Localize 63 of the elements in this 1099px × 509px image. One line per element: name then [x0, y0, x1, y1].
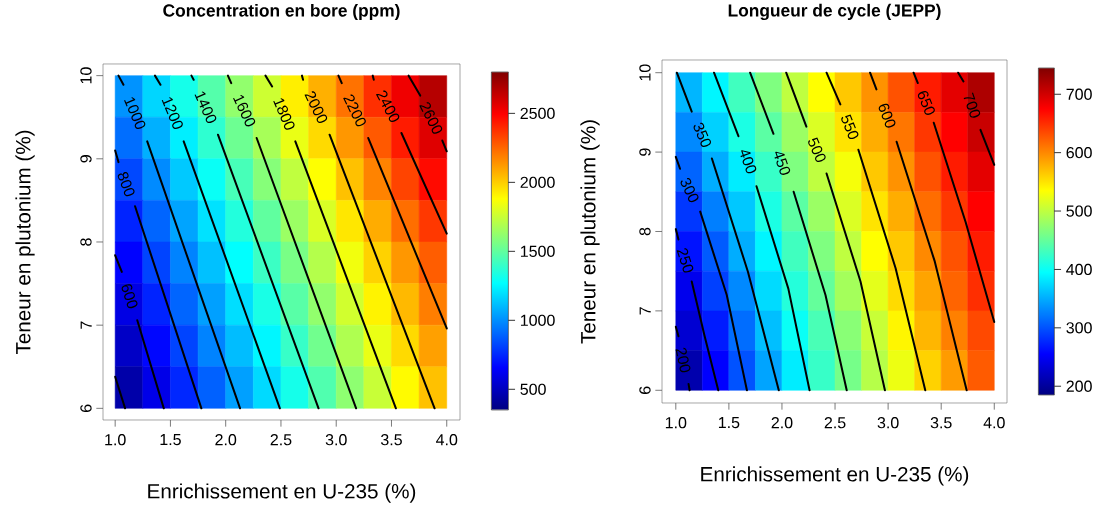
y-tick-label: 9	[639, 148, 651, 156]
chart-title: Longueur de cycle (JEPP)	[728, 3, 941, 21]
color-bar-label: 400	[1066, 263, 1092, 276]
chart-title: Concentration en bore (ppm)	[163, 3, 400, 21]
text: 1000	[124, 97, 146, 129]
text: 1800	[273, 98, 295, 130]
x-tick-label: 3.0	[325, 434, 347, 446]
text: 250	[676, 248, 694, 273]
y-tick-label: 7	[80, 321, 92, 329]
color-bar-label: 200	[1066, 380, 1092, 392]
text: 450	[774, 151, 791, 175]
y-tick-label: 8	[80, 238, 92, 246]
color-bar-label: 1500	[520, 245, 555, 257]
x-tick-label: 1.0	[665, 417, 687, 429]
text: 300	[680, 178, 699, 203]
text: 350	[693, 122, 712, 148]
text: 200	[675, 347, 691, 373]
y-axis-title: Teneur en plutonium (%)	[580, 120, 600, 344]
y-tick-label: 7	[639, 307, 651, 315]
text: 2000	[304, 91, 328, 123]
y-tick-label: 9	[80, 155, 92, 163]
text: 1200	[161, 97, 183, 130]
text: 400	[740, 150, 757, 174]
y-tick-label: 6	[80, 404, 92, 412]
text: 1400	[194, 91, 217, 124]
x-tick-label: 1.5	[718, 417, 740, 429]
x-tick-label: 2.5	[824, 417, 846, 429]
text: 1600	[233, 94, 256, 127]
color-bar-label: 500	[520, 383, 546, 395]
text: 500	[808, 137, 826, 163]
text: 600	[878, 103, 896, 128]
text: 2400	[375, 90, 400, 123]
y-tick-label: 8	[639, 227, 651, 236]
text: 600	[121, 284, 138, 309]
y-axis-title: Teneur en plutonium (%)	[15, 130, 35, 355]
color-bar-label: 600	[1066, 147, 1092, 159]
text: 650	[917, 91, 935, 115]
x-axis-title: Enrichissement en U-235 (%)	[701, 466, 969, 486]
x-tick-label: 4.0	[436, 434, 458, 446]
text: 700	[963, 92, 981, 118]
color-bar-label: 2000	[520, 176, 555, 188]
text: 2600	[419, 102, 443, 134]
text: 800	[117, 171, 135, 197]
x-tick-label: 2.5	[270, 434, 292, 446]
x-tick-label: 1.5	[160, 434, 181, 446]
color-bar-label: 2500	[520, 107, 555, 120]
y-tick-label: 6	[639, 386, 651, 394]
x-tick-label: 1.0	[105, 434, 126, 446]
x-tick-label: 4.0	[983, 417, 1005, 429]
color-bar-label: 300	[1066, 322, 1092, 334]
x-tick-label: 3.0	[877, 417, 899, 429]
x-tick-label: 2.0	[771, 417, 793, 429]
color-bar-label: 1000	[520, 314, 555, 326]
y-tick-label: 10	[639, 64, 651, 81]
x-tick-label: 2.0	[215, 434, 237, 446]
y-tick-label: 10	[80, 67, 92, 84]
x-axis-title: Enrichissement en U-235 (%)	[148, 483, 416, 503]
x-tick-label: 3.5	[930, 417, 952, 429]
x-tick-label: 3.5	[380, 434, 402, 446]
color-bar-label: 700	[1066, 88, 1092, 100]
text: 550	[841, 114, 859, 140]
color-bar-label: 500	[1066, 205, 1092, 217]
text: 2200	[343, 94, 366, 127]
